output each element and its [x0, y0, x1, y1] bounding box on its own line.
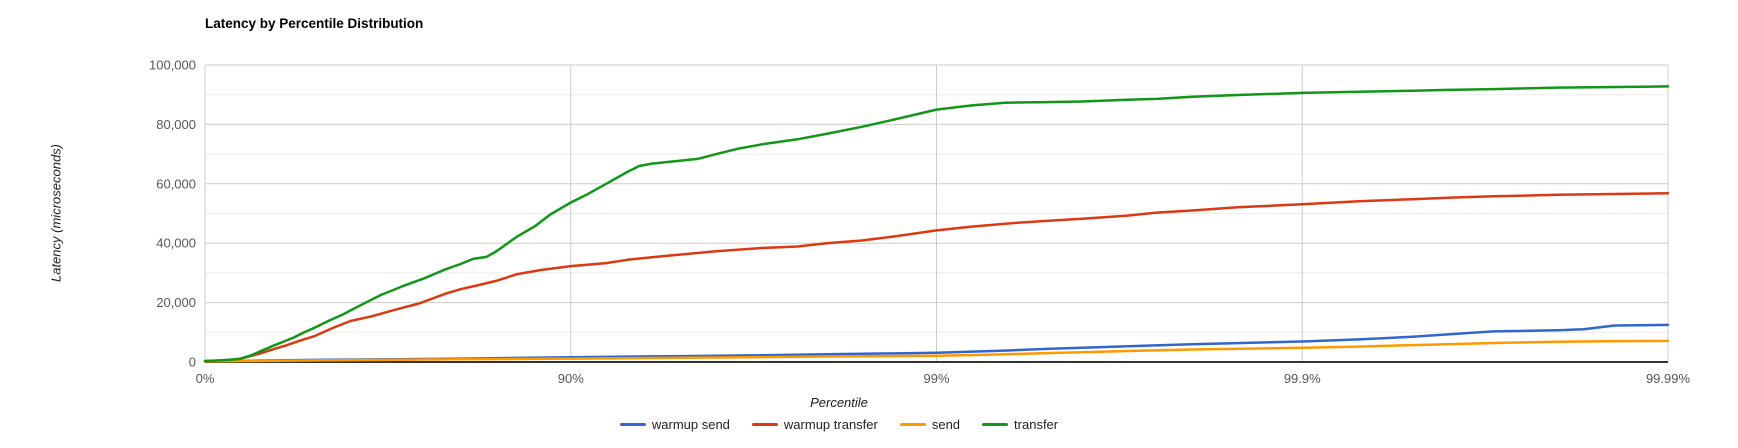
legend-label: transfer	[1014, 417, 1059, 432]
chart-title: Latency by Percentile Distribution	[205, 16, 424, 31]
y-tick-label: 0	[189, 355, 196, 370]
x-tick-label: 99.9%	[1284, 371, 1321, 386]
legend: warmup send warmup transfer send transfer	[0, 417, 1678, 432]
y-tick-label: 100,000	[149, 58, 196, 73]
x-tick-label: 99.99%	[1646, 371, 1691, 386]
legend-item-send: send	[899, 417, 961, 432]
x-tick-label: 99%	[923, 371, 949, 386]
legend-label: send	[931, 417, 961, 432]
legend-label: warmup send	[651, 417, 730, 432]
y-tick-label: 60,000	[156, 176, 196, 191]
series-line-transfer[interactable]	[203, 85, 1670, 363]
y-axis-title: Latency (microseconds)	[48, 144, 64, 282]
x-tick-label: 0%	[196, 371, 215, 386]
legend-label: warmup transfer	[783, 417, 878, 432]
legend-item-warmup-transfer: warmup transfer	[751, 417, 878, 432]
legend-swatch-icon	[751, 423, 778, 426]
legend-item-warmup-send: warmup send	[619, 417, 730, 432]
series-line-warmup-transfer[interactable]	[203, 192, 1670, 363]
y-tick-label: 80,000	[156, 117, 196, 132]
x-axis-title: Percentile	[810, 395, 868, 410]
legend-swatch-icon	[982, 423, 1009, 426]
x-tick-label: 90%	[558, 371, 584, 386]
y-tick-label: 20,000	[156, 295, 196, 310]
y-tick-label: 40,000	[156, 236, 196, 251]
legend-item-transfer: transfer	[982, 417, 1058, 432]
legend-swatch-icon	[899, 423, 926, 426]
legend-swatch-icon	[619, 423, 646, 426]
series-line-send[interactable]	[203, 339, 1670, 363]
